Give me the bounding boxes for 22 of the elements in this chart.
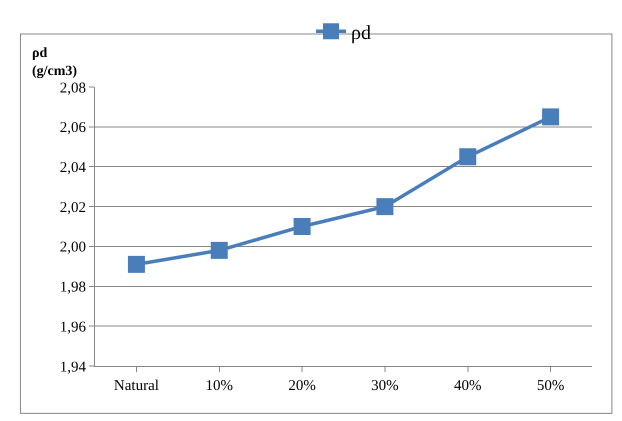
y-tick-label: 2,06 (60, 120, 86, 136)
y-tick-label: 1,94 (60, 359, 86, 376)
x-tick-label: 20% (288, 378, 316, 394)
x-tick-label: 10% (206, 378, 233, 394)
x-tick-label: 50% (536, 378, 564, 394)
point (210, 242, 228, 259)
y-tick-label: 2,04 (60, 160, 86, 176)
y-tick-label: 2,02 (60, 200, 86, 216)
point (294, 218, 311, 235)
y-axis-title: ρd (g/cm3) (32, 46, 78, 80)
y-tick-label: 1,96 (60, 319, 86, 336)
y-tick-label: 1,98 (60, 280, 86, 296)
point (128, 256, 145, 273)
y-tick-label: 2,08 (60, 80, 86, 96)
x-tick-label: 30% (371, 378, 399, 394)
point (459, 148, 476, 166)
y-tick-label: 2,00 (60, 240, 86, 256)
legend-label: ρd (351, 22, 371, 44)
x-tick-label: Natural (114, 378, 159, 394)
point (542, 108, 560, 126)
x-tick-label: 40% (454, 378, 482, 394)
point (376, 198, 394, 216)
